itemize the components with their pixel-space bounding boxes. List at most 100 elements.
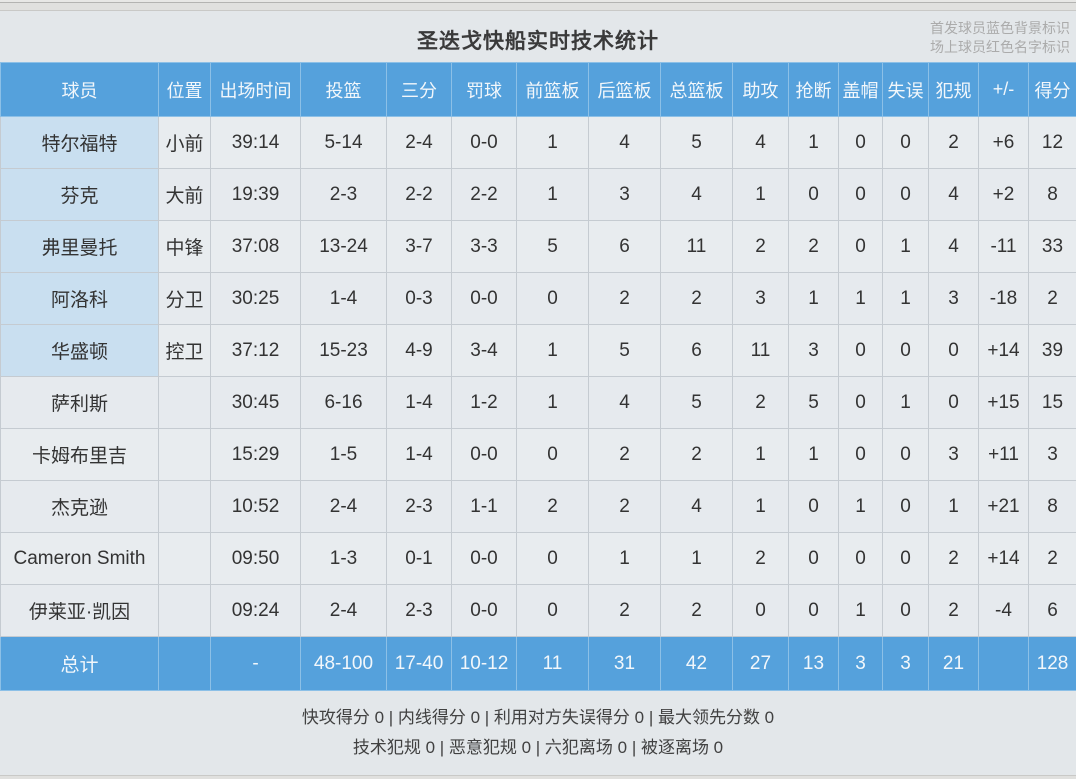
cell-name: 伊莱亚·凯因 <box>0 584 159 637</box>
cell-fg: 2-3 <box>300 168 387 221</box>
cell-reb: 11 <box>660 220 733 273</box>
cell-time: 37:12 <box>210 324 301 377</box>
total-cell-ast: 27 <box>732 636 789 691</box>
cell-stl: 5 <box>788 376 839 429</box>
window-top-divider <box>0 0 1076 3</box>
cell-ft: 0-0 <box>451 584 517 637</box>
total-cell-reb: 42 <box>660 636 733 691</box>
cell-pf: 3 <box>928 428 979 481</box>
cell-oreb: 5 <box>516 220 589 273</box>
cell-oreb: 1 <box>516 116 589 169</box>
cell-position: 中锋 <box>158 220 211 273</box>
cell-ast: 1 <box>732 168 789 221</box>
column-header: 三分 <box>386 62 452 117</box>
cell-plusminus: +6 <box>978 116 1029 169</box>
column-header: 位置 <box>158 62 211 117</box>
cell-pf: 3 <box>928 272 979 325</box>
cell-stl: 3 <box>788 324 839 377</box>
cell-ft: 0-0 <box>451 116 517 169</box>
cell-stl: 1 <box>788 116 839 169</box>
cell-pts: 8 <box>1028 480 1076 533</box>
cell-to: 0 <box>882 168 929 221</box>
cell-position <box>158 584 211 637</box>
cell-plusminus: -11 <box>978 220 1029 273</box>
cell-blk: 0 <box>838 220 883 273</box>
cell-pf: 2 <box>928 532 979 585</box>
legend-oncourt-note: 场上球员红色名字标识 <box>930 39 1070 55</box>
cell-blk: 0 <box>838 324 883 377</box>
total-cell-position <box>158 636 211 691</box>
cell-fg: 1-3 <box>300 532 387 585</box>
cell-to: 1 <box>882 220 929 273</box>
cell-pf: 4 <box>928 220 979 273</box>
cell-stl: 1 <box>788 272 839 325</box>
cell-ast: 2 <box>732 220 789 273</box>
cell-three: 4-9 <box>386 324 452 377</box>
cell-fg: 2-4 <box>300 584 387 637</box>
cell-blk: 0 <box>838 116 883 169</box>
cell-three: 2-2 <box>386 168 452 221</box>
cell-dreb: 2 <box>588 272 661 325</box>
title-bar: 圣迭戈快船实时技术统计 首发球员蓝色背景标识 场上球员红色名字标识 <box>0 11 1076 62</box>
cell-time: 09:50 <box>210 532 301 585</box>
cell-stl: 0 <box>788 584 839 637</box>
cell-ast: 4 <box>732 116 789 169</box>
cell-pts: 3 <box>1028 428 1076 481</box>
cell-position <box>158 376 211 429</box>
cell-position <box>158 532 211 585</box>
table-row: 卡姆布里吉 15:29 1-5 1-4 0-0 0 2 2 1 1 0 0 3 +11 3 <box>0 428 1076 481</box>
cell-fg: 5-14 <box>300 116 387 169</box>
cell-three: 3-7 <box>386 220 452 273</box>
cell-to: 0 <box>882 428 929 481</box>
window-top-strip <box>0 3 1076 11</box>
cell-pf: 0 <box>928 376 979 429</box>
cell-fg: 15-23 <box>300 324 387 377</box>
cell-name: 弗里曼托 <box>0 220 159 273</box>
cell-pts: 8 <box>1028 168 1076 221</box>
legend-starter-note: 首发球员蓝色背景标识 <box>930 20 1070 36</box>
cell-reb: 5 <box>660 116 733 169</box>
table-row: 华盛顿 控卫 37:12 15-23 4-9 3-4 1 5 6 11 3 0 0 0 +14 39 <box>0 324 1076 377</box>
cell-time: 39:14 <box>210 116 301 169</box>
cell-three: 2-3 <box>386 480 452 533</box>
total-cell-blk: 3 <box>838 636 883 691</box>
cell-time: 30:25 <box>210 272 301 325</box>
cell-dreb: 4 <box>588 116 661 169</box>
cell-reb: 4 <box>660 480 733 533</box>
total-cell-name: 总计 <box>0 636 159 691</box>
column-header: 总篮板 <box>660 62 733 117</box>
cell-ast: 1 <box>732 428 789 481</box>
cell-pts: 12 <box>1028 116 1076 169</box>
cell-name: 阿洛科 <box>0 272 159 325</box>
cell-dreb: 5 <box>588 324 661 377</box>
column-header: 犯规 <box>928 62 979 117</box>
cell-dreb: 2 <box>588 428 661 481</box>
cell-name: Cameron Smith <box>0 532 159 585</box>
cell-blk: 0 <box>838 532 883 585</box>
cell-position: 控卫 <box>158 324 211 377</box>
cell-stl: 0 <box>788 168 839 221</box>
cell-ft: 3-4 <box>451 324 517 377</box>
total-cell-oreb: 11 <box>516 636 589 691</box>
table-row: 萨利斯 30:45 6-16 1-4 1-2 1 4 5 2 5 0 1 0 +15 15 <box>0 376 1076 429</box>
cell-ast: 2 <box>732 532 789 585</box>
total-cell-pts: 128 <box>1028 636 1076 691</box>
cell-oreb: 2 <box>516 480 589 533</box>
cell-position: 小前 <box>158 116 211 169</box>
cell-ft: 0-0 <box>451 532 517 585</box>
footer-line-2: 技术犯规 0 | 恶意犯规 0 | 六犯离场 0 | 被逐离场 0 <box>352 738 724 757</box>
cell-oreb: 0 <box>516 272 589 325</box>
cell-ft: 0-0 <box>451 272 517 325</box>
cell-pts: 15 <box>1028 376 1076 429</box>
cell-ast: 2 <box>732 376 789 429</box>
cell-position: 大前 <box>158 168 211 221</box>
footer-summary: 快攻得分 0 | 内线得分 0 | 利用对方失误得分 0 | 最大领先分数 0 … <box>0 703 1076 763</box>
table-row: 杰克逊 10:52 2-4 2-3 1-1 2 2 4 1 0 1 0 1 +21 8 <box>0 480 1076 533</box>
cell-stl: 1 <box>788 428 839 481</box>
cell-time: 10:52 <box>210 480 301 533</box>
cell-to: 1 <box>882 272 929 325</box>
cell-to: 0 <box>882 324 929 377</box>
cell-to: 0 <box>882 584 929 637</box>
player-rows: 特尔福特 小前 39:14 5-14 2-4 0-0 1 4 5 4 1 0 0 2 +6 12 芬克 大前 19:… <box>0 116 1076 637</box>
cell-oreb: 0 <box>516 428 589 481</box>
